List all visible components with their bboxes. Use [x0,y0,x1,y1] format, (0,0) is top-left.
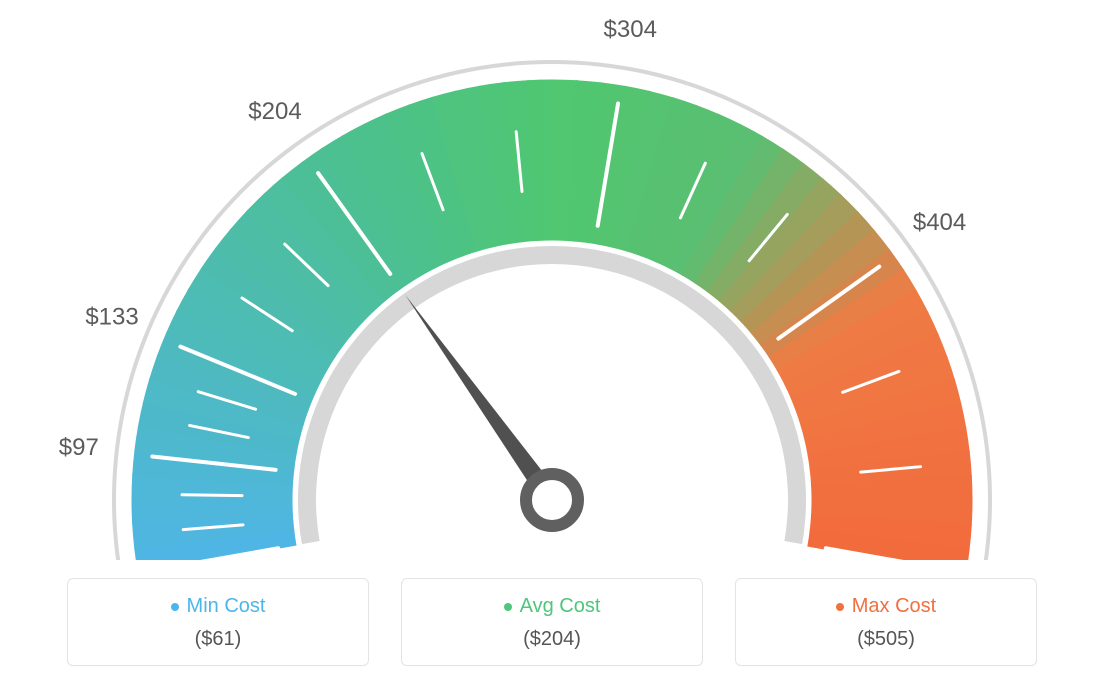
legend-dot-max [836,603,844,611]
gauge-svg: $61$97$133$204$304$404$505 [0,0,1104,560]
svg-text:$97: $97 [59,434,99,461]
legend-card-min: Min Cost ($61) [67,578,369,666]
legend-title-avg: Avg Cost [504,595,601,618]
svg-text:$133: $133 [85,304,138,331]
legend-label-max: Max Cost [852,595,936,618]
svg-text:$404: $404 [913,209,966,236]
cost-gauge-chart: $61$97$133$204$304$404$505 Min Cost ($61… [0,0,1104,690]
legend-label-min: Min Cost [187,595,266,618]
legend-title-min: Min Cost [171,595,266,618]
legend-value-avg: ($204) [402,628,702,651]
legend-title-max: Max Cost [836,595,936,618]
legend-dot-min [171,603,179,611]
legend-card-avg: Avg Cost ($204) [401,578,703,666]
svg-text:$204: $204 [248,98,301,125]
legend-value-max: ($505) [736,628,1036,651]
legend-value-min: ($61) [68,628,368,651]
svg-text:$304: $304 [604,16,657,43]
legend-dot-avg [504,603,512,611]
legend-row: Min Cost ($61) Avg Cost ($204) Max Cost … [0,578,1104,666]
legend-card-max: Max Cost ($505) [735,578,1037,666]
legend-label-avg: Avg Cost [520,595,601,618]
